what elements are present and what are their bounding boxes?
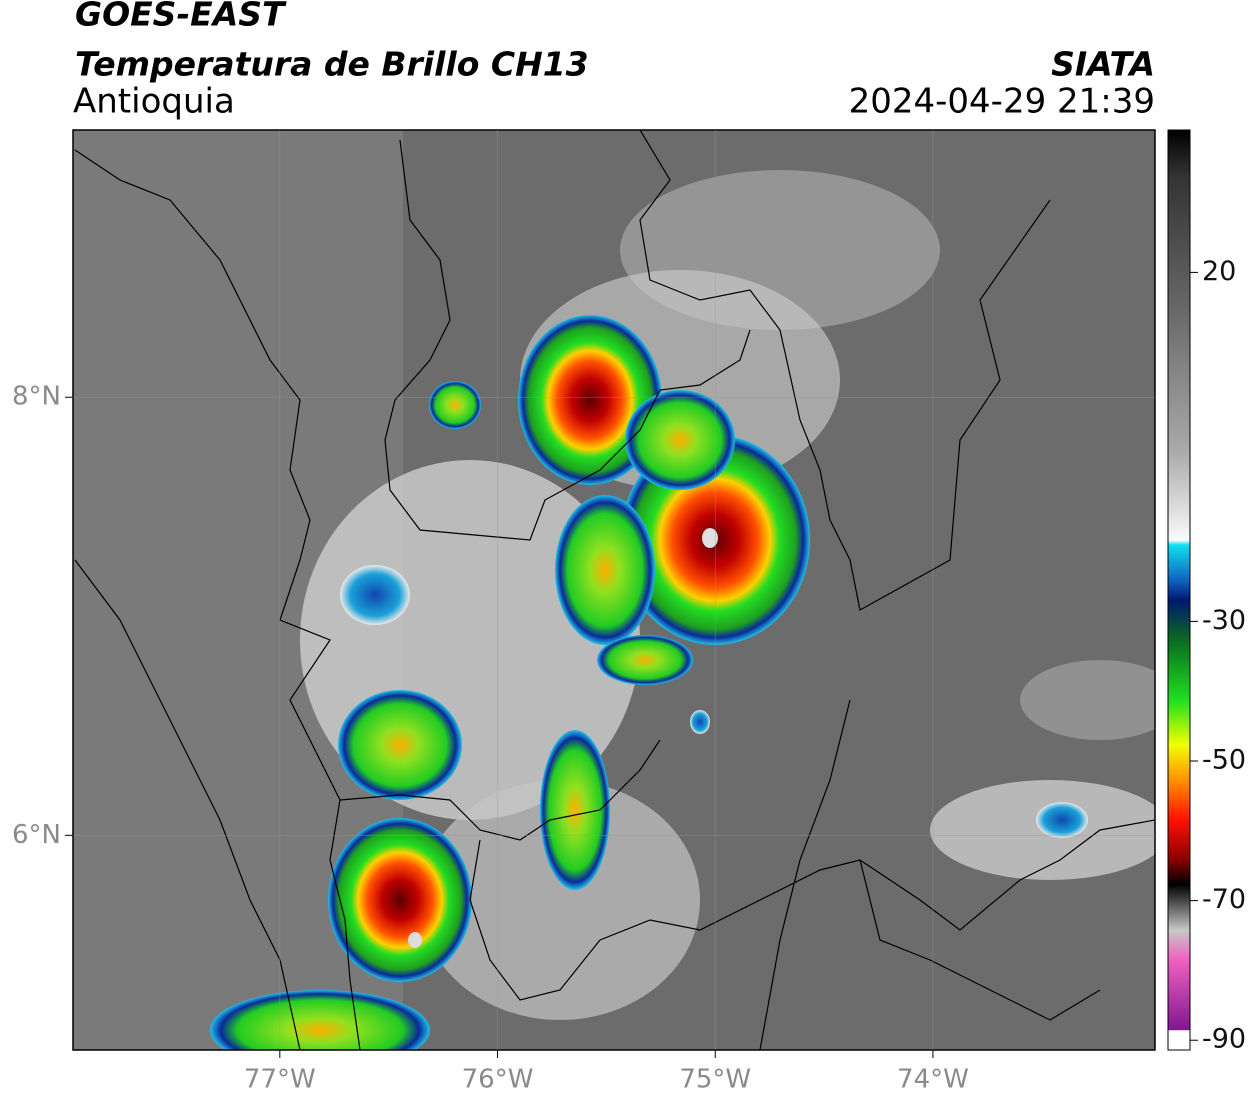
y-tick-label: 8°N [12, 382, 61, 412]
colorbar [1167, 129, 1191, 1051]
datetime-label: 2024-04-29 21:39 [849, 82, 1155, 122]
source-label: SIATA [1051, 45, 1155, 84]
x-tick-label: 76°W [462, 1065, 534, 1095]
y-tick-label: 6°N [12, 820, 61, 850]
map-axes: 77°W 76°W 75°W 74°W 6°N 8°N [12, 130, 1155, 1095]
colorbar-tick-label: -50 [1202, 745, 1246, 776]
map-frame [72, 129, 1156, 1051]
region-label: Antioquia [73, 82, 235, 122]
colorbar-axis: 20 -30 -50 -70 -90 [1190, 256, 1246, 1055]
product-title: Temperatura de Brillo CH13 [75, 45, 589, 84]
x-tick-label: 74°W [897, 1065, 969, 1095]
x-tick-label: 75°W [679, 1065, 751, 1095]
satellite-title: GOES-EAST [75, 0, 287, 34]
x-tick-label: 77°W [244, 1065, 316, 1095]
colorbar-tick-label: -70 [1202, 884, 1246, 915]
satellite-image [73, 130, 1155, 1050]
colorbar-tick-label: -30 [1202, 605, 1246, 636]
colorbar-tick-label: 20 [1202, 256, 1236, 287]
colorbar-tick-label: -90 [1202, 1024, 1246, 1055]
